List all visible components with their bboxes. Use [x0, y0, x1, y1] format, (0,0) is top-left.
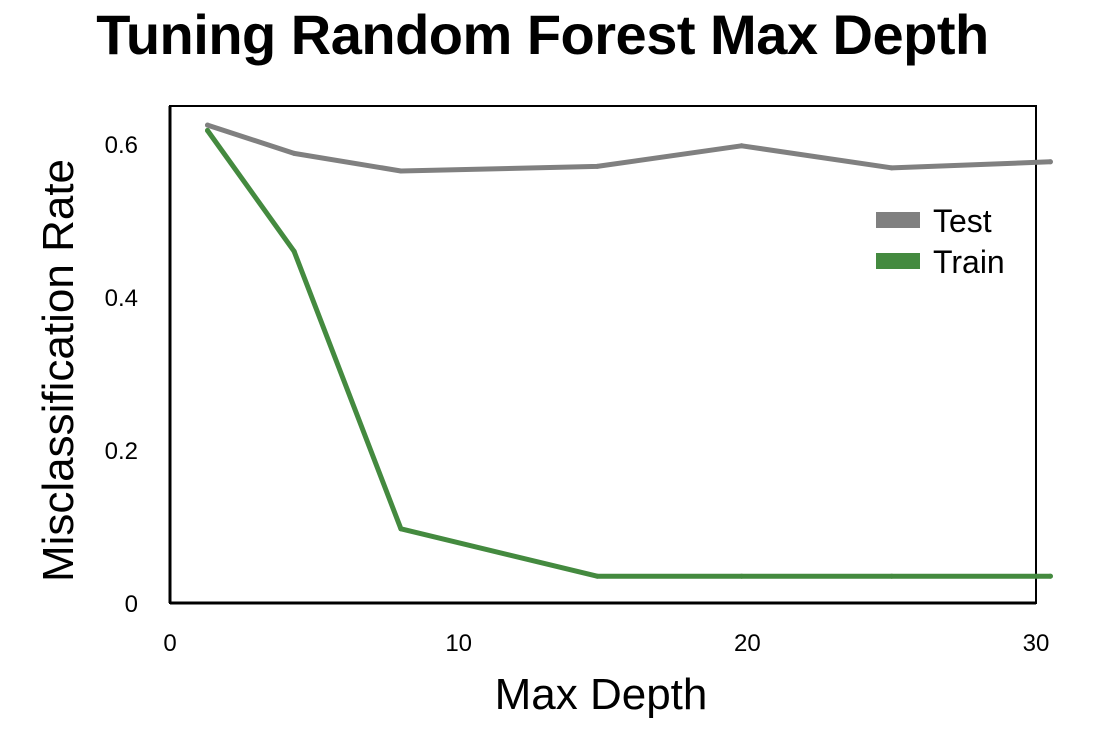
x-axis-label: Max Depth	[495, 670, 708, 719]
data-point-test	[594, 163, 600, 169]
data-point-test	[1047, 159, 1053, 165]
series-line-test	[205, 122, 1053, 174]
legend-swatch-test	[876, 212, 920, 228]
x-tick-label: 0	[163, 630, 176, 657]
data-point-train	[398, 526, 404, 532]
data-point-test	[889, 165, 895, 171]
data-point-test	[398, 168, 404, 174]
y-tick-label: 0	[125, 591, 138, 618]
data-point-train	[205, 128, 210, 133]
data-point-test	[205, 122, 210, 128]
data-point-test	[739, 143, 745, 149]
y-tick-label: 0.6	[105, 132, 138, 159]
y-tick-label: 0.4	[105, 285, 138, 312]
legend: Test Train	[876, 203, 1005, 280]
data-point-train	[889, 573, 895, 579]
data-point-train	[291, 248, 297, 254]
x-tick-label: 10	[445, 630, 472, 657]
legend-swatch-train	[876, 253, 920, 269]
series-layer	[205, 122, 1053, 579]
data-point-train	[594, 573, 600, 579]
y-tick-label: 0.2	[105, 438, 138, 465]
series-line-train	[205, 128, 1053, 579]
tick-layer: 0 10 20 30 0 0.2 0.4 0.6	[105, 132, 1050, 657]
chart-title: Tuning Random Forest Max Depth	[96, 3, 989, 66]
x-tick-label: 30	[1023, 630, 1050, 657]
data-point-train	[1047, 573, 1053, 579]
plot-frame	[169, 105, 1037, 604]
legend-label-train: Train	[933, 244, 1005, 280]
data-point-test	[291, 150, 297, 156]
y-axis-label: Misclassification Rate	[34, 159, 83, 582]
x-tick-label: 20	[734, 630, 761, 657]
legend-label-test: Test	[933, 203, 992, 239]
data-point-train	[739, 573, 745, 579]
